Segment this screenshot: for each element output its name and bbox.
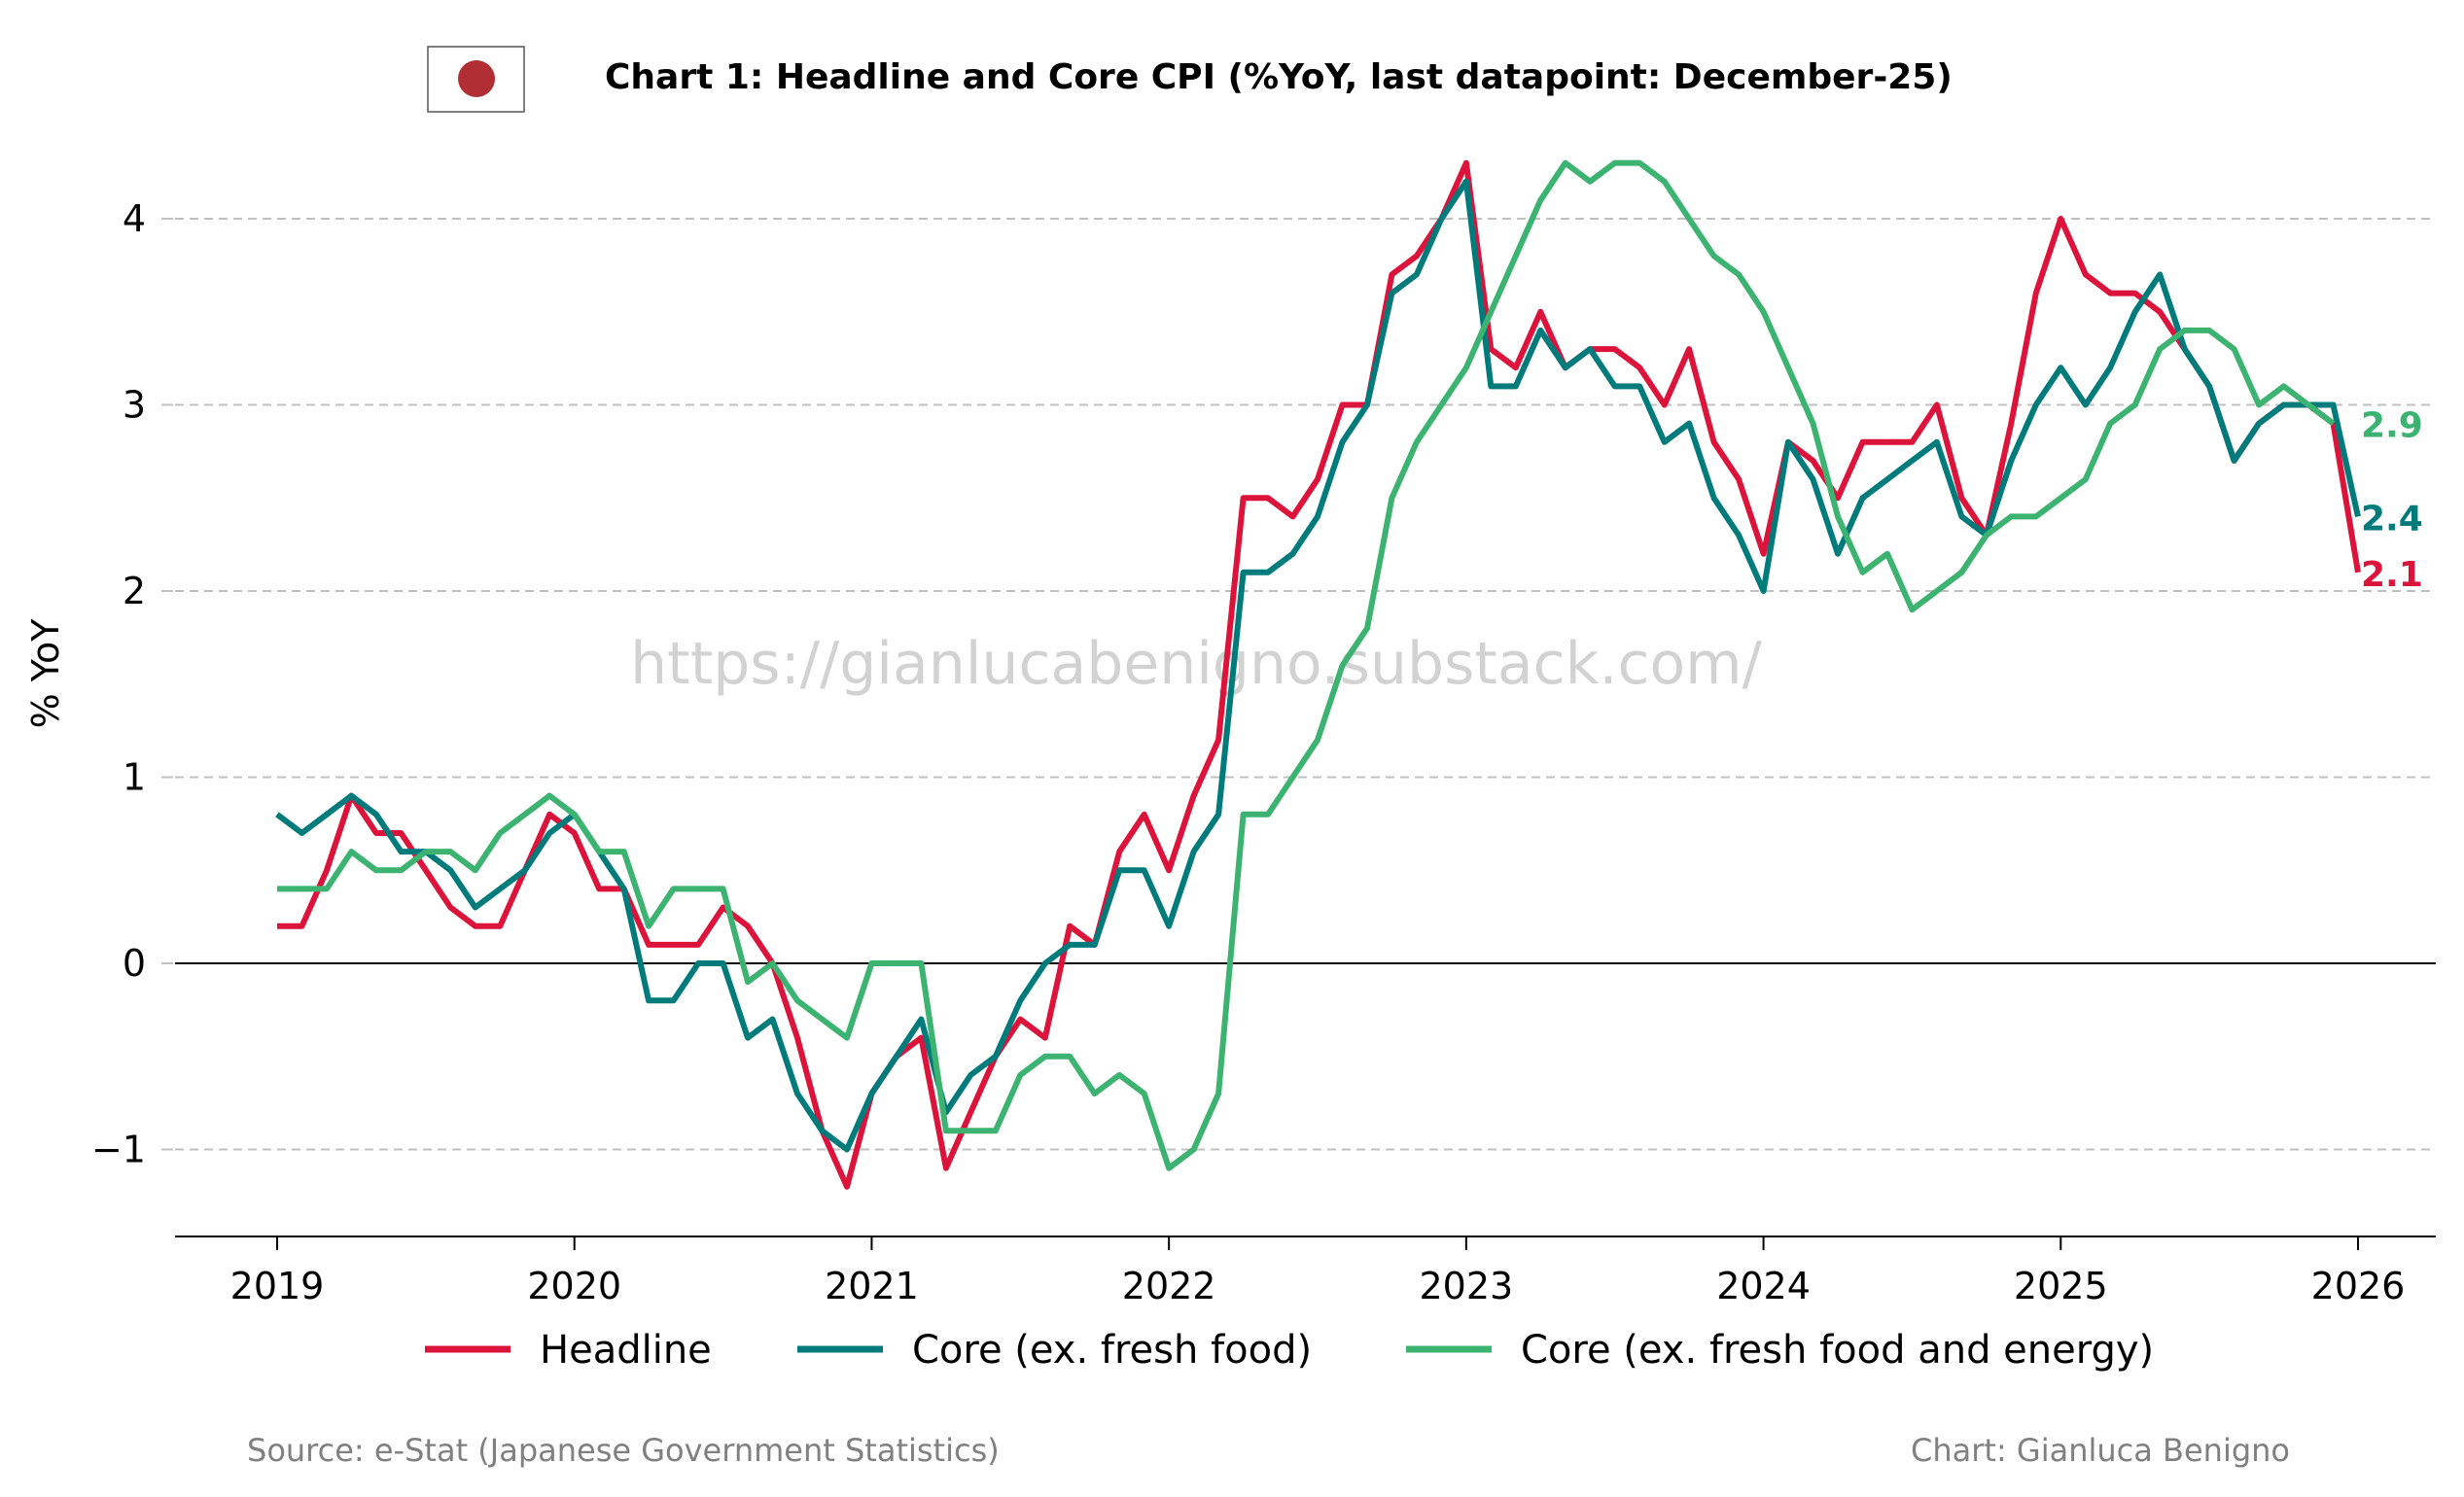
end-label-core_ex_energy: 2.9 bbox=[2361, 406, 2423, 446]
y-tick-label: 0 bbox=[123, 942, 146, 985]
y-tick-label: 4 bbox=[123, 197, 146, 240]
legend-label-core: Core (ex. fresh food) bbox=[912, 1328, 1312, 1373]
y-axis-label: % YoY bbox=[24, 618, 67, 729]
series-line-core_ex_energy bbox=[277, 159, 2336, 1171]
x-tick-label: 2021 bbox=[825, 1265, 919, 1307]
japan-flag-disc bbox=[458, 60, 495, 97]
chart-header: Chart 1: Headline and Core CPI (%YoY, la… bbox=[427, 46, 1953, 113]
y-tick-label: 1 bbox=[123, 756, 146, 799]
x-axis-ticks: 2019 2020 2021 2022 2023 2024 2025 2026 bbox=[230, 1236, 2406, 1307]
x-tick-label: 2024 bbox=[1716, 1265, 1811, 1307]
chart-credit: Chart: Gianluca Benigno bbox=[1911, 1432, 2290, 1469]
legend-label-core_ex_energy: Core (ex. fresh food and energy) bbox=[1521, 1328, 2154, 1373]
series-lines bbox=[275, 159, 2361, 1190]
x-tick-label: 2022 bbox=[1122, 1265, 1216, 1307]
y-tick-label: −1 bbox=[91, 1129, 146, 1171]
x-tick-label: 2026 bbox=[2311, 1265, 2406, 1307]
watermark-text: https://gianlucabenigno.substack.com/ bbox=[630, 630, 1762, 698]
series-line-core bbox=[275, 178, 2361, 1153]
y-gridlines bbox=[175, 218, 2436, 1151]
y-axis-ticks: −1 0 1 2 3 4 bbox=[91, 197, 173, 1171]
chart-legend: Headline Core (ex. fresh food) Core (ex. f… bbox=[425, 1328, 2154, 1373]
x-tick-label: 2023 bbox=[1419, 1265, 1513, 1307]
source-note: Source: e-Stat (Japanese Government Stat… bbox=[247, 1432, 1000, 1469]
y-tick-label: 3 bbox=[123, 384, 146, 427]
x-tick-label: 2020 bbox=[527, 1265, 621, 1307]
x-tick-label: 2019 bbox=[230, 1265, 325, 1307]
chart-title: Chart 1: Headline and Core CPI (%YoY, la… bbox=[605, 57, 1953, 97]
end-labels: 2.1 2.4 2.9 bbox=[2361, 406, 2423, 595]
end-label-headline: 2.1 bbox=[2361, 555, 2423, 595]
end-label-core: 2.4 bbox=[2361, 499, 2423, 539]
legend-label-headline: Headline bbox=[540, 1328, 712, 1373]
x-tick-label: 2025 bbox=[2014, 1265, 2108, 1307]
y-tick-label: 2 bbox=[123, 570, 146, 612]
